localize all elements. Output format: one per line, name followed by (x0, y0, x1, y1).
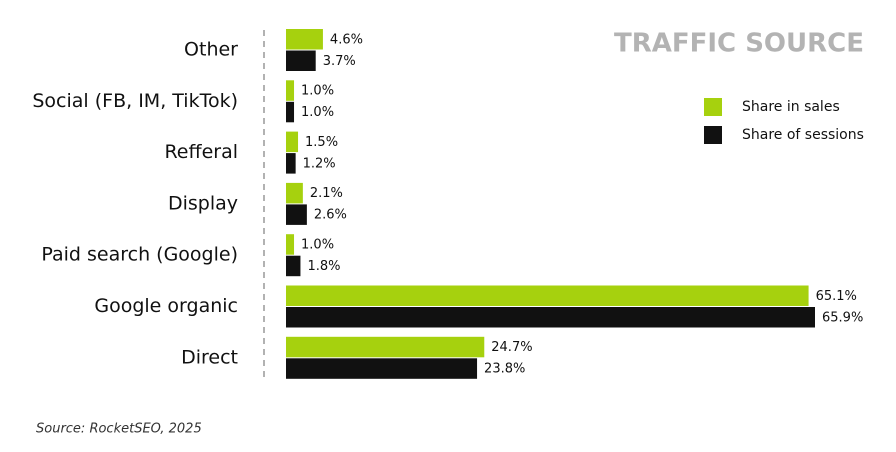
value-label: 65.1% (816, 289, 857, 304)
bar (286, 153, 296, 174)
value-label: 1.0% (301, 105, 334, 120)
value-label: 65.9% (822, 310, 863, 325)
value-label: 2.6% (314, 208, 347, 223)
bar (286, 204, 307, 225)
bar (286, 50, 316, 71)
bar (286, 336, 485, 358)
bar (286, 182, 303, 204)
value-label: 1.5% (305, 135, 338, 150)
value-label: 3.7% (323, 54, 356, 69)
value-label: 23.8% (484, 362, 525, 377)
bar (286, 131, 299, 153)
bar (286, 80, 295, 101)
bar (286, 101, 295, 123)
bar (286, 307, 815, 328)
chart-title: TRAFFIC SOURCE (614, 29, 864, 59)
bar (286, 255, 301, 277)
legend-swatch (704, 98, 722, 116)
category-label: Social (FB, IM, TikTok) (32, 90, 238, 112)
category-label: Direct (181, 346, 238, 368)
legend-label: Share of sessions (742, 127, 864, 143)
legend-label: Share in sales (742, 99, 840, 115)
legend-swatch (704, 126, 722, 144)
value-label: 1.8% (307, 259, 340, 274)
category-label: Other (184, 39, 238, 61)
value-label: 24.7% (491, 340, 532, 355)
source-note: Source: RocketSEO, 2025 (36, 422, 202, 437)
category-label: Google organic (94, 295, 238, 317)
bar (286, 285, 809, 306)
bar (286, 29, 323, 50)
category-label: Refferal (164, 141, 238, 163)
value-label: 2.1% (310, 186, 343, 201)
category-label: Display (168, 192, 238, 214)
value-label: 1.0% (301, 237, 334, 252)
bar (286, 234, 295, 255)
value-label: 4.6% (330, 32, 363, 47)
bar (286, 358, 478, 379)
category-label: Paid search (Google) (41, 244, 238, 266)
value-label: 1.0% (301, 84, 334, 99)
value-label: 1.2% (303, 156, 336, 171)
